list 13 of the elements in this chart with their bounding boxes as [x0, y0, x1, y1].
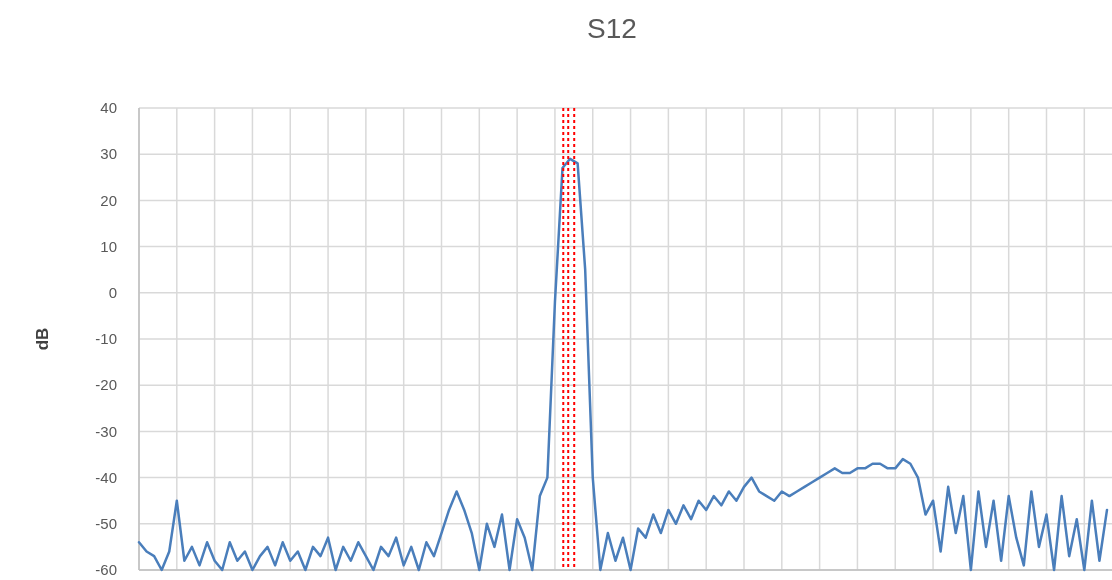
y-tick-label: -10	[95, 330, 117, 348]
y-tick-label: -30	[95, 422, 117, 440]
y-tick-label: -50	[95, 515, 117, 533]
y-axis-title: dB	[33, 327, 52, 351]
y-tick-label: 10	[100, 237, 117, 255]
y-tick-label: -20	[95, 376, 117, 394]
y-tick-label: 0	[108, 284, 117, 302]
y-tick-label: 40	[100, 99, 117, 117]
y-tick-label: 30	[100, 145, 117, 163]
y-tick-label: -60	[95, 561, 117, 579]
y-tick-label: 20	[100, 191, 117, 209]
y-tick-label: -40	[95, 468, 117, 486]
chart-title: S12	[587, 13, 637, 44]
